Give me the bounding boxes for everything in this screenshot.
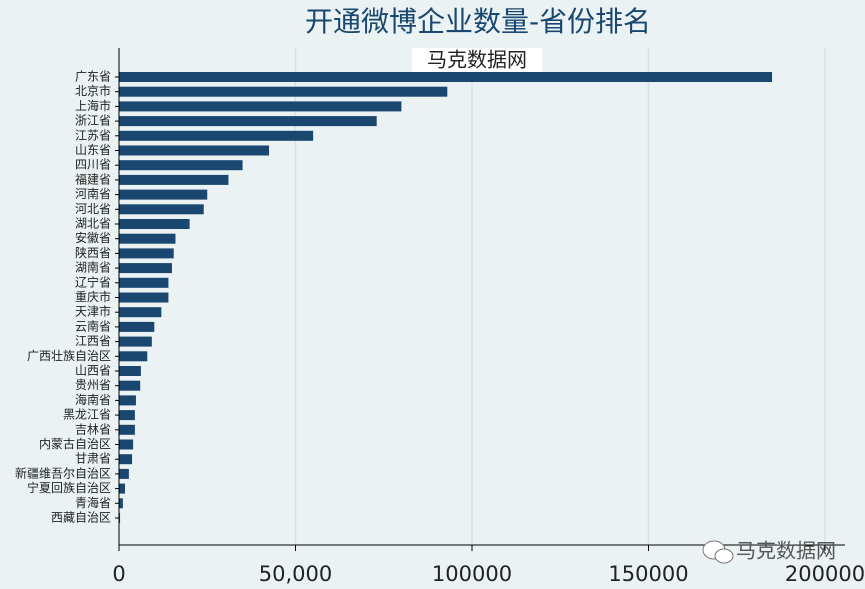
y-tick-label: 福建省 (75, 171, 111, 186)
y-tick-label: 江苏省 (75, 128, 111, 142)
bar (119, 439, 134, 450)
bar (119, 307, 162, 318)
y-tick-label: 四川省 (75, 158, 111, 172)
x-tick-label: 50,000 (259, 562, 332, 586)
x-tick-label: 200000 (785, 562, 865, 586)
bar (119, 366, 141, 376)
x-tick-label: 0 (112, 562, 125, 586)
bar (119, 410, 135, 421)
bar (119, 513, 121, 523)
bar (119, 219, 190, 229)
y-tick-label: 宁夏回族自治区 (27, 480, 111, 495)
bar (119, 145, 270, 156)
y-tick-label: 新疆维吾尔自治区 (15, 465, 111, 480)
y-tick-label: 天津市 (75, 304, 111, 319)
y-tick-label: 上海市 (75, 98, 111, 113)
x-tick-label: 100000 (432, 562, 512, 586)
y-tick-label: 青海省 (75, 495, 111, 510)
bar (119, 72, 773, 82)
y-tick-label: 云南省 (75, 318, 111, 333)
y-tick-label: 陕西省 (75, 245, 111, 260)
y-tick-label: 山东省 (75, 143, 111, 157)
bar (119, 498, 123, 509)
bar (119, 116, 377, 127)
y-tick-label: 河南省 (75, 186, 111, 201)
bars (119, 72, 773, 523)
watermark: 马克数据网 (736, 539, 836, 563)
y-tick-label: 浙江省 (75, 114, 111, 128)
bar (119, 336, 152, 347)
bar (119, 204, 204, 215)
y-tick-label: 安徽省 (75, 230, 111, 245)
bar (119, 248, 174, 259)
y-tick-label: 重庆市 (75, 289, 111, 304)
bar (119, 483, 126, 494)
bar (119, 101, 402, 112)
bar (119, 380, 141, 391)
subtitle-box (412, 48, 542, 72)
y-tick-label: 广西壮族自治区 (27, 349, 111, 363)
chart-title: 开通微博企业数量-省份排名 (305, 5, 651, 38)
subtitle: 马克数据网 (427, 48, 527, 72)
y-tick-label: 北京市 (75, 83, 111, 98)
y-tick-label: 内蒙古自治区 (39, 436, 111, 451)
bar (119, 233, 176, 244)
bar (119, 468, 129, 479)
y-tick-label: 西藏自治区 (51, 511, 111, 525)
y-tick-label: 江西省 (75, 334, 111, 348)
y-tick-label: 广东省 (75, 70, 111, 84)
bar (119, 454, 133, 465)
y-tick-label: 山西省 (75, 364, 111, 378)
bar (119, 130, 314, 141)
y-tick-label: 湖南省 (75, 260, 111, 275)
bar (119, 174, 229, 185)
bar (119, 321, 155, 332)
bar (119, 189, 208, 200)
y-tick-label: 海南省 (75, 392, 111, 407)
x-tick-label: 150000 (608, 562, 688, 586)
y-tick-label: 湖北省 (75, 216, 111, 231)
y-tick-label: 辽宁省 (75, 274, 111, 289)
bar (119, 292, 169, 303)
y-tick-label: 黑龙江省 (63, 408, 111, 422)
bar (119, 424, 135, 435)
bar (119, 351, 148, 362)
watermark-icon (702, 540, 734, 564)
bar (119, 263, 172, 274)
y-tick-label: 贵州省 (75, 378, 111, 392)
bar (119, 160, 243, 171)
y-tick-label: 吉林省 (75, 422, 111, 436)
bar (119, 395, 136, 406)
bar (119, 86, 448, 97)
y-tick-label: 甘肃省 (75, 452, 111, 466)
y-tick-label: 河北省 (75, 202, 111, 216)
bar (119, 277, 169, 288)
